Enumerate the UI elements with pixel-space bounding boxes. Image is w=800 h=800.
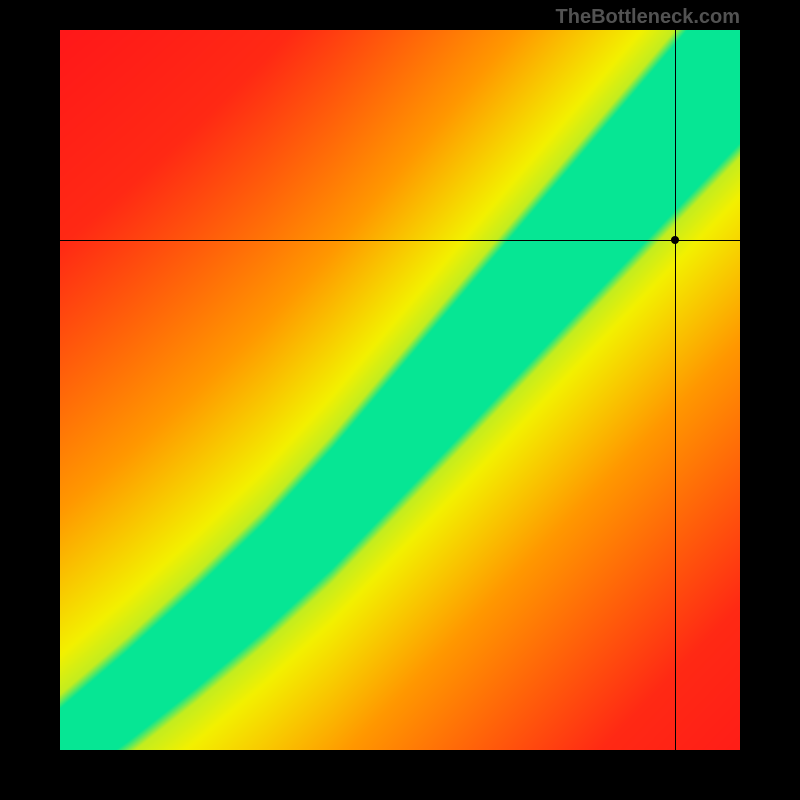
watermark: TheBottleneck.com — [556, 6, 740, 29]
crosshair-horizontal — [60, 240, 740, 241]
bottleneck-heatmap — [60, 30, 740, 750]
crosshair-vertical — [675, 30, 676, 750]
crosshair-marker — [671, 236, 679, 244]
heatmap-canvas — [60, 30, 740, 750]
